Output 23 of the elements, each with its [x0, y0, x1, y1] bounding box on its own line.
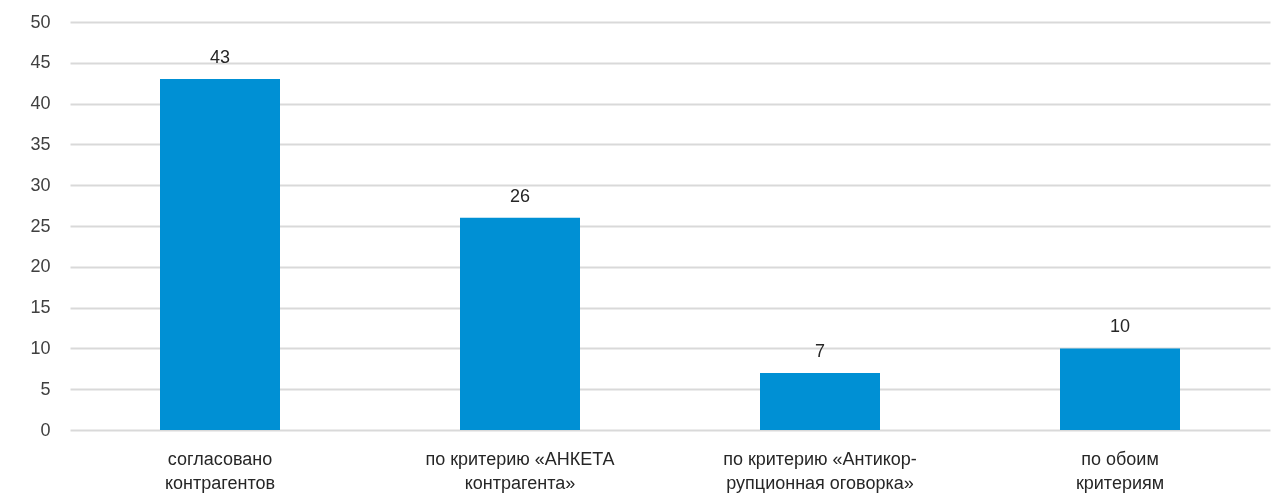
y-tick-label: 15 — [30, 297, 51, 318]
bar — [160, 79, 280, 430]
y-tick-label: 35 — [30, 133, 51, 154]
x-tick-label: по критерию «АНКЕТА контрагента» — [425, 448, 615, 493]
x-tick-label: по критерию «Антикор- рупционная оговорка» — [723, 448, 917, 493]
y-tick-label: 20 — [30, 256, 51, 277]
y-tick-label: 50 — [30, 11, 51, 32]
y-tick-label: 40 — [30, 93, 51, 114]
data-label: 43 — [209, 47, 231, 68]
bar — [760, 372, 880, 430]
y-tick-label: 5 — [40, 378, 51, 399]
y-tick-label: 0 — [40, 419, 51, 440]
bar — [460, 217, 580, 430]
y-tick-label: 30 — [30, 174, 51, 195]
bar — [1060, 348, 1180, 430]
y-tick-label: 45 — [30, 52, 51, 73]
data-label: 26 — [509, 185, 531, 206]
y-tick-label: 10 — [30, 337, 51, 358]
data-label: 7 — [814, 340, 826, 361]
data-label: 10 — [1109, 316, 1131, 337]
y-tick-label: 25 — [30, 215, 51, 236]
x-tick-label: по обоим критериям — [1075, 448, 1165, 493]
x-tick-label: согласовано контрагентов — [164, 448, 276, 493]
